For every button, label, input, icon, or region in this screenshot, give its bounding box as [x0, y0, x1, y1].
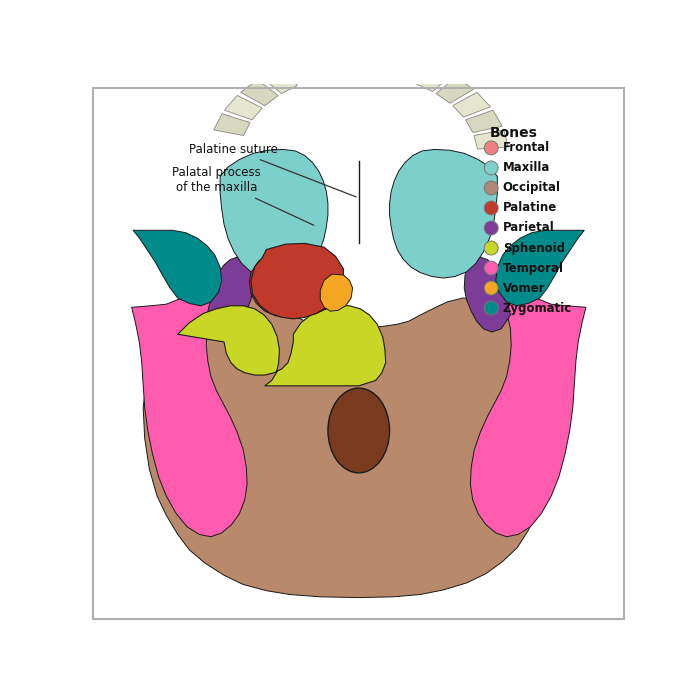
Polygon shape	[416, 65, 452, 92]
Polygon shape	[178, 306, 386, 386]
Polygon shape	[241, 80, 278, 106]
Polygon shape	[251, 244, 344, 319]
Polygon shape	[344, 52, 368, 74]
Circle shape	[484, 181, 498, 195]
Circle shape	[484, 221, 498, 235]
Polygon shape	[132, 295, 247, 537]
Polygon shape	[453, 92, 491, 117]
Ellipse shape	[328, 388, 389, 473]
Polygon shape	[144, 297, 552, 598]
Text: Palatine: Palatine	[503, 202, 557, 214]
Polygon shape	[220, 150, 328, 278]
Text: Vomer: Vomer	[503, 281, 545, 295]
Circle shape	[484, 241, 498, 255]
Polygon shape	[321, 274, 353, 311]
Circle shape	[484, 301, 498, 315]
Polygon shape	[466, 110, 503, 132]
Polygon shape	[394, 57, 426, 83]
Polygon shape	[214, 113, 250, 136]
Text: Palatine suture: Palatine suture	[189, 143, 356, 197]
Polygon shape	[474, 130, 508, 149]
Polygon shape	[225, 95, 262, 120]
Text: Bones: Bones	[490, 126, 538, 140]
Text: Zygomatic: Zygomatic	[503, 302, 572, 314]
Polygon shape	[133, 230, 222, 306]
Text: Palatal process
of the maxilla: Palatal process of the maxilla	[172, 167, 314, 225]
Text: Maxilla: Maxilla	[503, 162, 550, 174]
Circle shape	[484, 261, 498, 275]
Polygon shape	[496, 230, 584, 306]
Polygon shape	[207, 258, 253, 332]
Text: Temporal: Temporal	[503, 262, 564, 274]
Polygon shape	[436, 77, 473, 103]
Circle shape	[484, 161, 498, 175]
Text: Sphenoid: Sphenoid	[503, 241, 565, 255]
Text: Occipital: Occipital	[503, 181, 561, 195]
Circle shape	[484, 201, 498, 215]
Text: Parietal: Parietal	[503, 221, 554, 234]
Circle shape	[484, 141, 498, 155]
Polygon shape	[464, 258, 510, 332]
Polygon shape	[371, 52, 398, 76]
Circle shape	[484, 281, 498, 295]
Polygon shape	[314, 53, 342, 78]
Polygon shape	[262, 67, 298, 94]
Polygon shape	[249, 248, 340, 317]
Polygon shape	[470, 295, 586, 537]
Text: Frontal: Frontal	[503, 141, 550, 155]
Polygon shape	[286, 58, 319, 84]
Polygon shape	[389, 150, 497, 278]
